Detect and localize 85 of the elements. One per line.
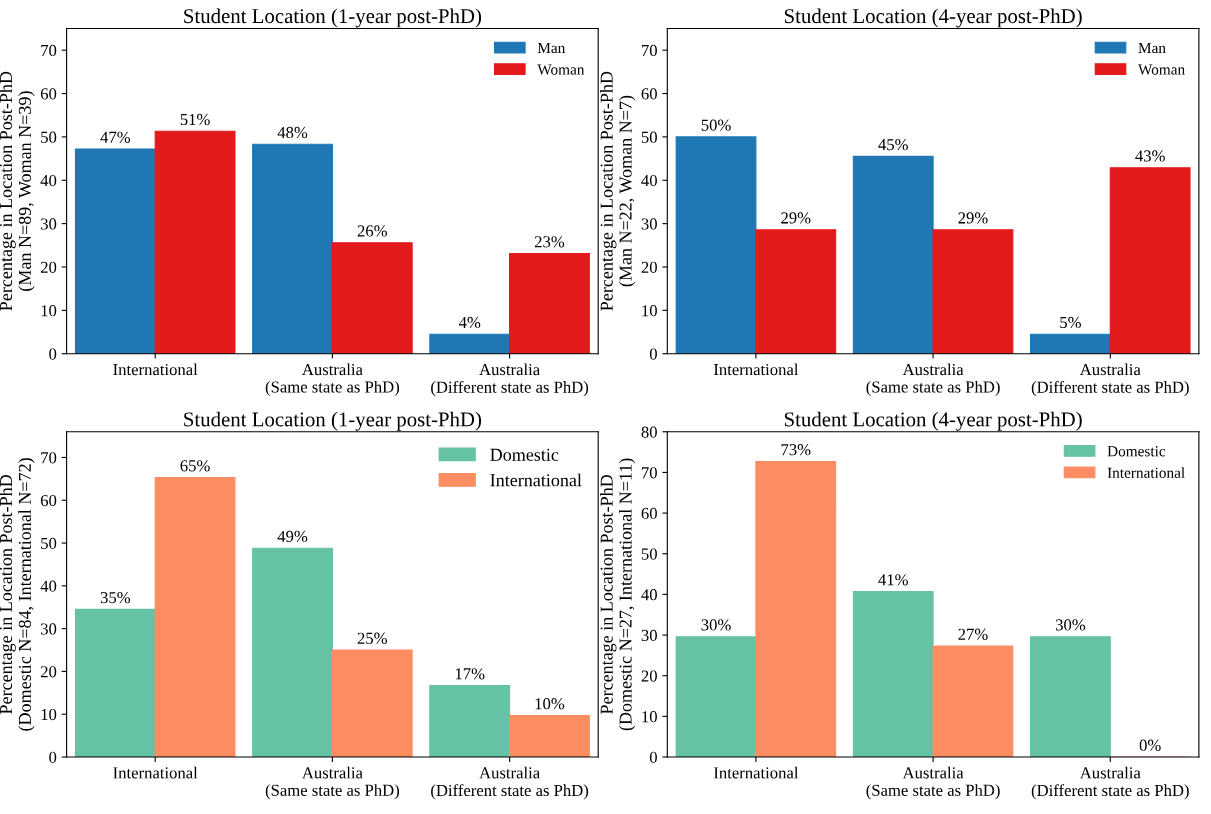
y-tick-label: 40 [40,174,57,187]
data-label: 73% [781,444,811,456]
chart-title: Student Location (1-year post-PhD) [184,8,482,28]
x-tick-label: International [713,363,799,376]
legend-label: Woman [537,64,585,75]
y-tick-label: 40 [641,174,657,187]
legend-label: International [1107,467,1185,478]
legend-label: Woman [1138,64,1185,75]
x-tick-label: Australia (Same state as PhD) [866,766,1000,800]
chart-title: Student Location (1-year post-PhD) [184,411,482,431]
data-label: 49% [277,530,308,543]
data-label: 10% [535,698,565,710]
data-label: 41% [878,574,908,586]
legend-label: Man [537,42,566,54]
data-label: 35% [100,591,131,604]
y-tick-label: 40 [641,589,657,601]
data-label: 4% [458,316,481,329]
y-tick-label: 20 [641,670,657,682]
legend-label: Man [1138,42,1166,54]
x-tick-label: International [113,363,198,376]
data-label: 29% [781,212,811,224]
y-tick-label: 20 [40,261,57,273]
y-axis-title: Percentage in Location Post-PhD (Man N=22, Woman N=7) [600,71,636,311]
data-label: 5% [1060,316,1081,329]
data-label: 27% [958,628,988,640]
legend-label: Domestic [1107,446,1166,457]
x-tick-label: Australia (Same state as PhD) [265,363,400,396]
x-tick-label: Australia (Same state as PhD) [866,363,1000,396]
chart-title: Student Location (4-year post-PhD) [784,411,1082,431]
y-tick-label: 60 [641,88,657,100]
x-tick-label: Australia (Same state as PhD) [265,766,400,800]
y-tick-label: 70 [41,44,57,57]
y-tick-label: 60 [40,494,57,507]
y-tick-label: 50 [641,548,657,560]
y-tick-label: 20 [40,666,57,678]
x-tick-label: Australia (Different state as PhD) [431,363,589,397]
y-axis-title: Percentage in Location Post-PhD (Domestic N=27, International N=11) [600,458,636,731]
data-label: 45% [878,139,908,151]
x-tick-label: Australia (Different state as PhD) [1031,766,1189,800]
y-tick-label: 10 [642,305,657,317]
legend-label: International [490,473,582,487]
data-label: 30% [1055,619,1086,631]
y-tick-label: 60 [641,507,657,520]
y-tick-label: 80 [641,426,657,438]
data-label: 43% [1135,150,1165,162]
y-tick-label: 70 [642,44,657,57]
data-label: 17% [455,668,485,680]
y-tick-label: 50 [41,537,57,549]
data-label: 25% [357,632,387,644]
y-tick-label: 10 [642,711,657,723]
x-tick-label: Australia (Different state as PhD) [431,766,589,800]
y-tick-label: 30 [41,623,57,635]
y-tick-label: 20 [641,261,657,273]
y-tick-label: 50 [641,131,657,143]
x-tick-label: International [713,766,799,779]
data-label: 29% [958,212,988,224]
y-axis-title: Percentage in Location Post-PhD (Domestic N=84, International N=72) [0,458,35,731]
y-tick-label: 0 [49,348,57,360]
y-tick-label: 40 [40,580,57,592]
data-label: 23% [534,236,565,248]
y-tick-label: 0 [649,751,657,763]
y-tick-label: 30 [641,629,657,641]
y-tick-label: 30 [641,218,657,230]
y-tick-label: 10 [41,305,57,317]
data-label: 48% [277,126,308,139]
data-label: 50% [701,119,731,131]
data-label: 51% [180,113,210,126]
chart-title: Student Location (4-year post-PhD) [784,8,1082,28]
y-tick-label: 10 [41,708,57,721]
y-tick-label: 70 [41,452,57,464]
y-tick-label: 0 [649,348,657,360]
y-axis-title: Percentage in Location Post-PhD (Man N=89, Woman N=39) [0,71,35,311]
y-tick-label: 30 [41,218,57,230]
data-label: 47% [100,131,131,143]
x-tick-label: Australia (Different state as PhD) [1031,363,1189,397]
legend-label: Domestic [490,448,559,461]
y-tick-label: 70 [642,467,657,479]
data-label: 26% [357,225,387,237]
x-tick-label: International [113,766,198,779]
y-tick-label: 0 [49,751,57,763]
data-label: 30% [701,619,731,631]
data-label: 0% [1139,739,1161,751]
y-tick-label: 50 [41,131,57,143]
data-label: 65% [180,460,210,472]
y-tick-label: 60 [40,88,57,100]
